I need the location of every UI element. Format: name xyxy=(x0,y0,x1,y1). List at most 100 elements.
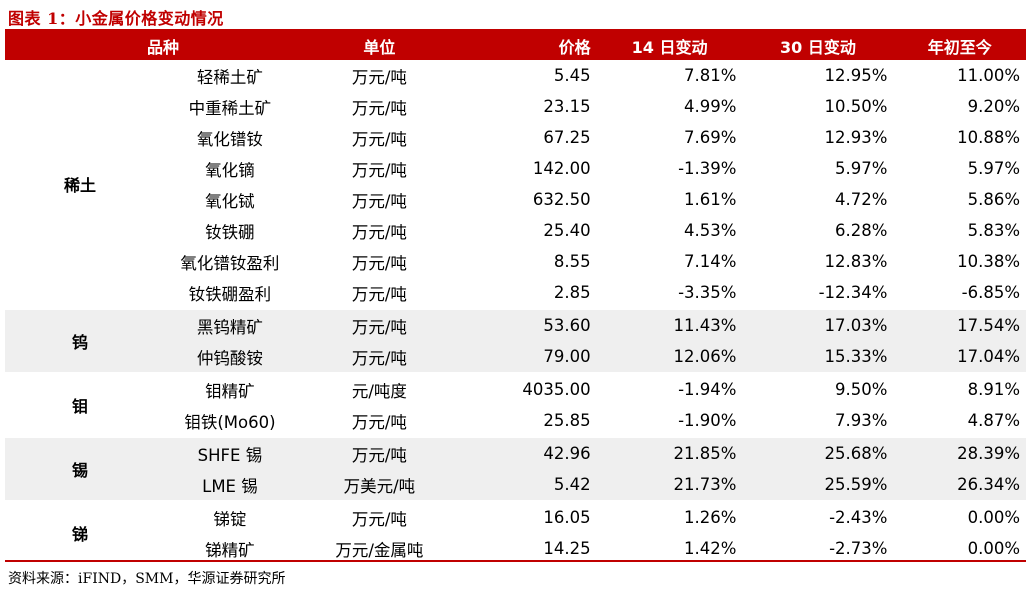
change-14d-cell: 21.73% xyxy=(596,469,743,501)
change-30d-cell: 15.33% xyxy=(742,341,894,373)
source-note: 资料来源：iFIND，SMM，华源证券研究所 xyxy=(8,571,286,587)
unit-cell: 万元/吨 xyxy=(351,129,407,149)
change-30d-cell: 17.03% xyxy=(742,308,894,341)
change-14d-cell: 21.85% xyxy=(596,436,743,469)
price-cell: 8.55 xyxy=(553,252,591,271)
change-14d-cell: 4.53% xyxy=(684,221,737,240)
table-row: 锑锑锭 万元/吨 16.05 1.26% -2.43% 0.00% xyxy=(5,500,1026,564)
change-30d-cell: 25.68% xyxy=(742,436,894,469)
change-30d-cell: 9.50% xyxy=(742,372,894,405)
price-cell: 16.05 xyxy=(453,500,597,533)
ytd-cell: 11.00% xyxy=(957,66,1020,85)
change-30d-cell: 12.83% xyxy=(824,252,888,271)
table-row: 中重稀土矿 万元/吨 23.15 4.99% 10.50% 9.20% xyxy=(5,91,1026,122)
ytd-cell: 9.20% xyxy=(967,97,1020,116)
ytd-cell: 17.54% xyxy=(893,308,1026,341)
price-cell: 5.45 xyxy=(553,66,591,85)
ytd-cell: 4.87% xyxy=(967,411,1020,430)
price-cell: 79.00 xyxy=(453,341,597,373)
category-cell: 锑 xyxy=(5,500,155,564)
product-cell: 轻稀土矿 xyxy=(196,67,263,87)
product-cell: 中重稀土矿 xyxy=(188,98,272,118)
table-row: LME 锡万美元/吨 5.42 21.73% 25.59% 26.34% xyxy=(5,469,1026,501)
unit-cell: 万元/吨 xyxy=(304,436,454,469)
product-cell: 锑精矿 xyxy=(205,540,255,560)
unit-cell: 万元/吨 xyxy=(351,160,407,180)
category-cell: 钨 xyxy=(5,308,155,373)
change-30d-cell: 5.97% xyxy=(835,159,888,178)
change-14d-cell: 7.81% xyxy=(684,66,737,85)
change-30d-cell: 10.50% xyxy=(824,97,888,116)
ytd-cell: 5.86% xyxy=(967,190,1020,209)
table-row: 钕铁硼 万元/吨 25.40 4.53% 6.28% 5.83% xyxy=(5,215,1026,246)
price-cell: 2.85 xyxy=(553,283,591,302)
product-cell: 氧化镨钕 xyxy=(196,129,263,149)
col-header-price: 价格 xyxy=(558,37,591,57)
change-14d-cell: 1.61% xyxy=(684,190,737,209)
table-row: 氧化铽 万元/吨 632.50 1.61% 4.72% 5.86% xyxy=(5,184,1026,215)
product-cell: SHFE 锡 xyxy=(154,436,305,469)
price-cell: 67.25 xyxy=(543,128,591,147)
unit-cell: 万元/吨 xyxy=(351,67,407,87)
product-cell: LME 锡 xyxy=(154,469,305,501)
unit-cell: 万元/吨 xyxy=(304,500,454,533)
price-cell: 142.00 xyxy=(532,159,591,178)
product-cell: 钕铁硼盈利 xyxy=(188,284,272,304)
metal-price-table: 品种 单位 价格 14 日变动 30 日变动 年初至今 稀土 轻稀土矿 万元/吨 5.… xyxy=(5,31,1026,564)
unit-cell: 万元/金属吨 xyxy=(335,540,424,560)
table-row: 钼钼精矿 元/吨度 4035.00 -1.94% 9.50% 8.91% xyxy=(5,372,1026,437)
table-row: 氧化镨钕盈利 万元/吨 8.55 7.14% 12.83% 10.38% xyxy=(5,246,1026,277)
unit-cell: 万元/吨 xyxy=(351,98,407,118)
unit-cell: 万美元/吨 xyxy=(304,469,454,501)
price-cell: 25.40 xyxy=(543,221,591,240)
change-14d-cell: 4.99% xyxy=(684,97,737,116)
col-header-unit: 单位 xyxy=(363,37,396,57)
bottom-rule xyxy=(5,560,1026,562)
col-header-product: 品种 xyxy=(147,37,180,57)
ytd-cell: 26.34% xyxy=(893,469,1026,501)
table-row: 仲钨酸铵 万元/吨 79.00 12.06% 15.33% 17.04% xyxy=(5,341,1026,373)
product-cell: 黑钨精矿 xyxy=(154,308,305,341)
price-cell: 5.42 xyxy=(453,469,597,501)
product-cell: 钕铁硼 xyxy=(205,222,255,242)
product-cell: 氧化镝 xyxy=(205,160,255,180)
change-30d-cell: 4.72% xyxy=(835,190,888,209)
change-14d-cell: 7.14% xyxy=(684,252,737,271)
table-row: 锡 SHFE 锡万元/吨 42.96 21.85% 25.68% 28.39% xyxy=(5,436,1026,501)
price-cell: 23.15 xyxy=(543,97,591,116)
category-cell: 稀土 xyxy=(63,176,96,195)
ytd-cell: 10.88% xyxy=(957,128,1020,147)
category-cell: 钼 xyxy=(5,372,155,437)
top-rule xyxy=(5,29,1026,31)
change-14d-cell: 1.42% xyxy=(684,539,737,558)
unit-cell: 万元/吨 xyxy=(304,308,454,341)
price-cell: 53.60 xyxy=(453,308,597,341)
ytd-cell: 5.97% xyxy=(967,159,1020,178)
table-row: 氧化镨钕 万元/吨 67.25 7.69% 12.93% 10.88% xyxy=(5,122,1026,153)
ytd-cell: 17.04% xyxy=(893,341,1026,373)
price-cell: 42.96 xyxy=(453,436,597,469)
change-30d-cell: -2.43% xyxy=(742,500,894,533)
category-cell: 锡 xyxy=(5,436,155,501)
unit-cell: 万元/吨 xyxy=(304,341,454,373)
table-row: 氧化镝 万元/吨 142.00 -1.39% 5.97% 5.97% xyxy=(5,153,1026,184)
change-30d-cell: 6.28% xyxy=(835,221,888,240)
change-14d-cell: -1.90% xyxy=(678,411,737,430)
change-30d-cell: -12.34% xyxy=(818,283,888,302)
product-cell: 氧化镨钕盈利 xyxy=(180,253,280,273)
change-14d-cell: 7.69% xyxy=(684,128,737,147)
table-header-row: 品种 单位 价格 14 日变动 30 日变动 年初至今 xyxy=(5,31,1026,60)
table-row: 钨黑钨精矿 万元/吨 53.60 11.43% 17.03% 17.54% xyxy=(5,308,1026,373)
unit-cell: 万元/吨 xyxy=(351,284,407,304)
product-cell: 钼精矿 xyxy=(154,372,305,405)
ytd-cell: 5.83% xyxy=(967,221,1020,240)
ytd-cell: 8.91% xyxy=(893,372,1026,405)
ytd-cell: -6.85% xyxy=(961,283,1020,302)
col-header-30d-change: 30 日变动 xyxy=(780,37,856,57)
price-cell: 632.50 xyxy=(532,190,591,209)
unit-cell: 万元/吨 xyxy=(351,412,407,432)
change-30d-cell: 7.93% xyxy=(835,411,888,430)
table-row: 稀土 轻稀土矿 万元/吨 5.45 7.81% 12.95% 11.00% xyxy=(5,60,1026,195)
table-body: 稀土 轻稀土矿 万元/吨 5.45 7.81% 12.95% 11.00% 中重稀土矿 万元/吨… xyxy=(5,60,1026,564)
price-cell: 25.85 xyxy=(543,411,591,430)
